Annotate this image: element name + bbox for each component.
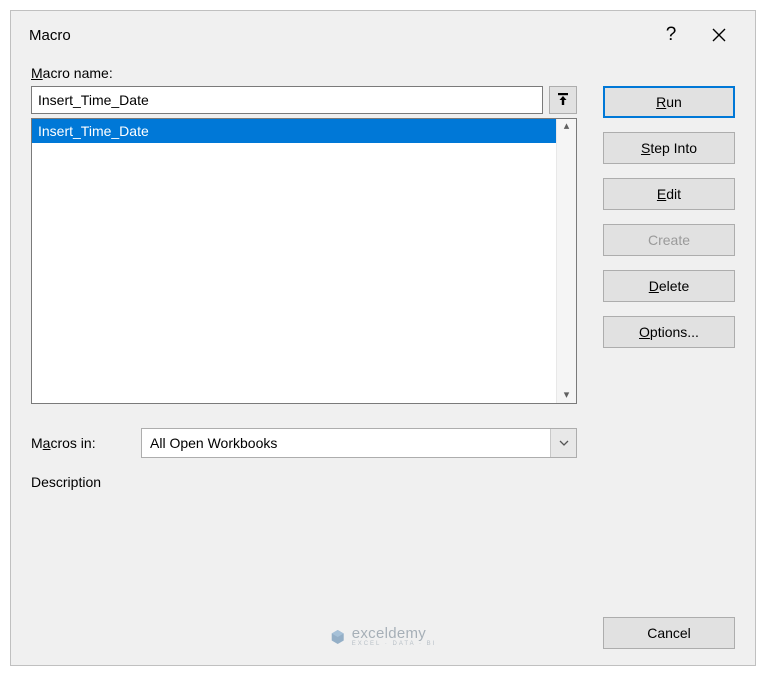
macros-in-value: All Open Workbooks [142, 435, 550, 451]
macro-name-input[interactable] [31, 86, 543, 114]
macro-dialog: Macro ? Macro name: Insert_Time_Date ▴ [10, 10, 756, 666]
options-button[interactable]: Options... [603, 316, 735, 348]
macro-name-picker-button[interactable] [549, 86, 577, 114]
close-button[interactable] [695, 15, 743, 55]
create-button: Create [603, 224, 735, 256]
macro-name-label: Macro name: [31, 65, 735, 81]
macros-in-label: Macros in: [31, 435, 141, 451]
arrow-up-icon [556, 93, 570, 107]
macro-list-items: Insert_Time_Date [32, 119, 556, 403]
close-icon [711, 27, 727, 43]
help-button[interactable]: ? [647, 15, 695, 55]
watermark-icon [330, 629, 346, 645]
macros-in-row: Macros in: All Open Workbooks [31, 428, 735, 458]
button-column: Run Step Into Edit Create Delete Options… [603, 86, 735, 348]
dialog-title: Macro [29, 27, 647, 44]
macro-list-scrollbar[interactable]: ▴ ▾ [556, 119, 576, 403]
watermark-sub: EXCEL · DATA · BI [352, 641, 437, 647]
macros-in-dropdown[interactable]: All Open Workbooks [141, 428, 577, 458]
watermark: exceldemy EXCEL · DATA · BI [330, 626, 437, 647]
cancel-button[interactable]: Cancel [603, 617, 735, 649]
macro-list[interactable]: Insert_Time_Date ▴ ▾ [31, 118, 577, 404]
titlebar: Macro ? [11, 11, 755, 59]
macro-list-item[interactable]: Insert_Time_Date [32, 119, 556, 143]
run-button[interactable]: Run [603, 86, 735, 118]
scroll-down-icon: ▾ [564, 390, 570, 401]
delete-button[interactable]: Delete [603, 270, 735, 302]
macro-name-row [31, 86, 577, 114]
description-label: Description [31, 474, 735, 490]
dialog-content: Macro name: Insert_Time_Date ▴ ▾ Run [31, 65, 735, 649]
dropdown-toggle[interactable] [550, 429, 576, 457]
chevron-down-icon [559, 440, 569, 446]
step-into-button[interactable]: Step Into [603, 132, 735, 164]
scroll-up-icon: ▴ [564, 121, 570, 132]
watermark-main: exceldemy [352, 626, 437, 641]
edit-button[interactable]: Edit [603, 178, 735, 210]
